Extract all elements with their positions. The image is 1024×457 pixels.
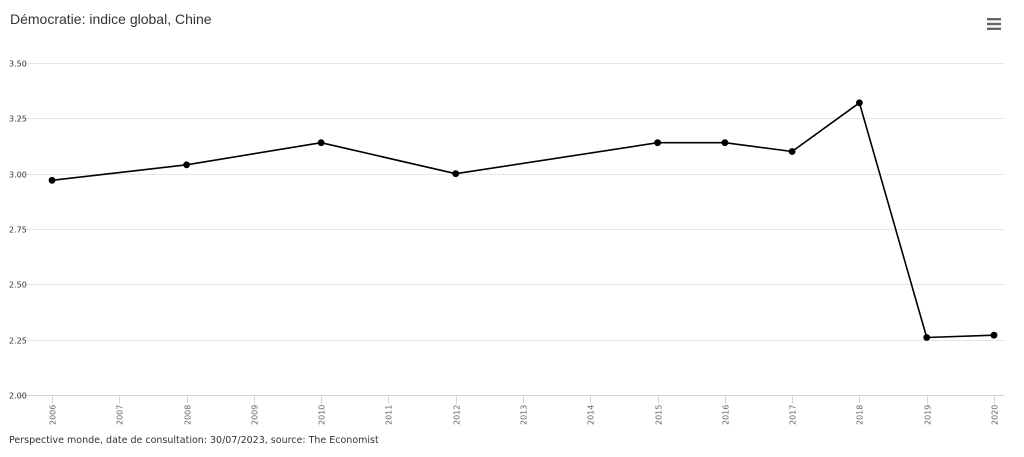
data-point <box>990 331 998 339</box>
x-tick-label: 2014 <box>587 405 596 425</box>
x-tick-label: 2010 <box>318 405 327 425</box>
y-axis-labels: 2.00 2.25 2.50 2.75 3.00 3.25 3.50 <box>9 60 27 401</box>
x-tick-label: 2008 <box>184 405 193 425</box>
x-tick-label: 2018 <box>856 405 865 425</box>
y-tick-label: 2.50 <box>9 281 27 290</box>
data-point <box>452 170 460 178</box>
data-point <box>856 99 863 107</box>
x-axis-labels: 2006 2007 2008 2009 2010 2011 2012 2013 2014 2015… <box>49 405 1000 425</box>
y-tick-label: 3.00 <box>9 171 27 180</box>
x-axis <box>18 395 1004 404</box>
data-point <box>788 148 796 155</box>
hamburger-menu-icon[interactable] <box>984 14 1004 34</box>
grid-lines <box>18 63 1004 341</box>
source-note: Perspective monde, date de consultation:… <box>9 435 379 446</box>
y-tick-label: 3.50 <box>9 60 27 69</box>
x-tick-label: 2017 <box>789 405 798 425</box>
x-tick-label: 2006 <box>49 405 58 425</box>
data-point <box>654 139 661 147</box>
y-tick-label: 3.25 <box>9 115 27 124</box>
x-tick-label: 2007 <box>116 405 125 425</box>
y-tick-label: 2.25 <box>9 337 27 346</box>
y-tick-label: 2.75 <box>9 226 27 235</box>
x-tick-label: 2016 <box>722 405 731 425</box>
chart-title: Démocratie: indice global, Chine <box>10 11 212 27</box>
y-tick-label: 2.00 <box>9 392 27 401</box>
x-tick-label: 2009 <box>251 405 260 425</box>
x-tick-label: 2012 <box>453 405 462 425</box>
x-tick-label: 2019 <box>924 405 933 425</box>
x-tick-label: 2020 <box>991 405 1000 425</box>
data-point <box>48 176 56 184</box>
x-tick-label: 2013 <box>520 405 529 425</box>
data-point <box>317 139 325 147</box>
x-tick-label: 2011 <box>385 405 394 425</box>
series-path <box>51 102 995 339</box>
data-point <box>923 334 931 341</box>
series-line <box>51 102 995 339</box>
data-point <box>721 139 729 147</box>
x-tick-label: 2015 <box>655 405 664 425</box>
series-markers <box>48 99 998 341</box>
data-point <box>183 161 191 169</box>
